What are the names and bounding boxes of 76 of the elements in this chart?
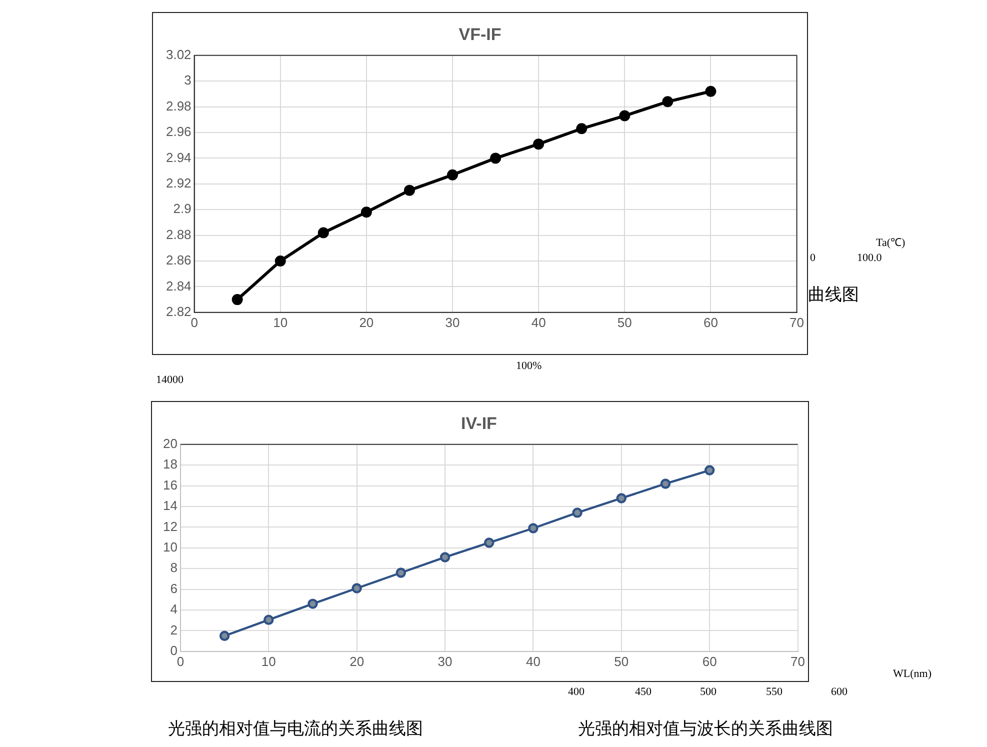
y-tick-label: 3.02 [166,46,192,62]
point [396,568,406,578]
point [619,110,630,122]
point [616,493,626,504]
y-tick-label: 2.96 [166,124,192,140]
point [308,598,318,609]
point [274,256,286,266]
point [572,508,582,518]
y-tick-label: 2.86 [166,252,192,268]
point [352,583,362,594]
text: 0 [810,252,816,264]
point [533,138,544,150]
text: WL(nm) [893,668,932,680]
y-tick-label: 10 [162,539,178,554]
text: 550 [766,686,782,698]
chart-title: VF-IF [458,24,502,44]
point [264,614,274,625]
point [528,523,538,534]
x-tick-label: 70 [790,654,806,669]
x-tick-label: 70 [790,314,804,330]
x-tick-label: 60 [702,654,717,669]
text: 14000 [156,374,184,386]
point [219,630,230,641]
point [484,538,494,548]
y-tick-label: 20 [162,436,178,451]
text: Ta(℃) [876,236,906,249]
text: 600 [831,686,848,698]
y-tick-label: 2.94 [166,150,192,165]
text: 光强的相对值与波长的关系曲线图 [578,718,833,740]
point [704,465,715,476]
point [232,294,243,306]
y-tick-label: 4 [170,602,178,617]
text: 500 [700,686,716,698]
y-tick-label: 2.98 [166,98,192,114]
y-tick-label: 0 [170,642,178,658]
text: 100% [516,360,542,372]
point [404,184,415,196]
x-tick-label: 10 [273,314,288,330]
y-tick-label: 12 [162,518,178,534]
x-tick-label: 30 [438,654,452,669]
point [662,96,674,108]
text: 100.0 [857,252,882,264]
x-tick-label: 20 [359,314,374,330]
point [318,227,329,238]
point [660,478,671,489]
y-tick-label: 2 [170,622,178,638]
point [440,552,450,562]
y-tick-label: 16 [162,477,178,492]
point [360,206,372,218]
y-tick-label: 2.9 [173,201,192,216]
text: 400 [568,686,584,698]
y-tick-label: 3 [184,72,192,88]
y-tick-label: 2.82 [166,304,192,319]
chart-title: IV-IF [461,414,497,433]
y-tick-label: 2.92 [166,175,192,190]
point [447,169,458,180]
x-tick-label: 60 [703,314,718,330]
x-tick-label: 40 [526,654,540,669]
point [576,123,588,134]
x-tick-label: 10 [261,654,276,669]
text: 光强的相对值与电流的关系曲线图 [168,718,423,740]
x-tick-label: 40 [531,314,546,330]
x-tick-label: 50 [614,654,629,669]
text: 曲线图 [808,284,859,306]
y-tick-label: 18 [162,456,178,472]
y-tick-label: 8 [170,560,178,576]
point [490,152,502,164]
y-tick-label: 14 [162,498,178,514]
x-tick-label: 20 [350,654,364,669]
y-tick-label: 6 [170,580,178,596]
y-tick-label: 2.84 [166,278,192,294]
y-tick-label: 2.88 [166,226,192,242]
point [705,86,716,97]
text: 450 [635,686,652,698]
x-tick-label: 50 [617,314,632,330]
x-tick-label: 30 [445,314,460,330]
